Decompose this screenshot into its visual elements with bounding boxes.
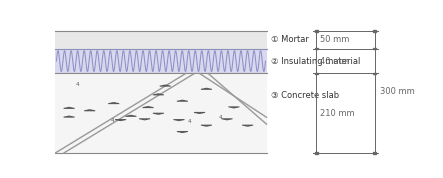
- Bar: [55, 31, 267, 49]
- Text: ② Insulating material: ② Insulating material: [271, 57, 360, 66]
- Text: 210 mm: 210 mm: [320, 109, 355, 118]
- Text: ① Mortar: ① Mortar: [271, 35, 308, 44]
- Bar: [373, 48, 377, 49]
- Text: 4: 4: [218, 115, 222, 120]
- Bar: [373, 73, 377, 74]
- Bar: [373, 30, 377, 32]
- Text: 4: 4: [187, 119, 191, 124]
- Bar: [55, 49, 267, 74]
- Bar: [373, 152, 377, 154]
- Bar: [315, 152, 318, 154]
- Bar: [55, 74, 267, 153]
- Text: 4: 4: [76, 82, 79, 87]
- Bar: [315, 73, 318, 74]
- Text: 4: 4: [110, 118, 114, 123]
- Bar: [315, 30, 318, 32]
- Text: ③ Concrete slab: ③ Concrete slab: [271, 91, 339, 100]
- Text: 50 mm: 50 mm: [320, 35, 350, 44]
- Bar: [315, 48, 318, 49]
- Text: 300 mm: 300 mm: [380, 87, 415, 96]
- Text: 40 mm: 40 mm: [320, 57, 350, 66]
